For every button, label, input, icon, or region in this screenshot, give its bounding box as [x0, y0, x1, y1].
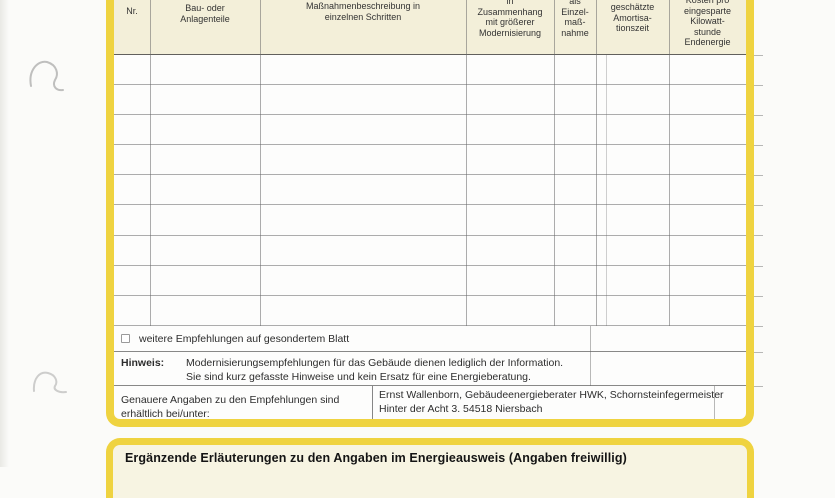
table-row — [114, 115, 746, 146]
scan-line-tick — [754, 235, 763, 236]
scan-line-tick — [754, 85, 763, 86]
column-separator — [554, 0, 555, 326]
note-label: Hinweis: — [121, 357, 165, 369]
column-header-bauteile: Bau- oder Anlagenteile — [180, 3, 230, 24]
details-row: Genauere Angaben zu den Empfehlungen sin… — [114, 386, 746, 420]
scan-artifact-line — [714, 386, 715, 419]
scan-line-tick — [754, 266, 763, 267]
scan-artifact-line — [606, 55, 607, 326]
details-label: Genauere Angaben zu den Empfehlungen sin… — [121, 394, 340, 420]
column-separator — [669, 0, 670, 326]
column-separator — [466, 0, 467, 326]
supplementary-section-title: Ergänzende Erläuterungen zu den Angaben … — [125, 451, 627, 465]
scan-artifact-line — [590, 326, 591, 386]
note-text: Modernisierungsempfehlungen für das Gebä… — [186, 357, 564, 383]
table-row — [114, 266, 746, 296]
scan-line-tick — [754, 386, 763, 387]
column-separator — [596, 0, 597, 326]
table-empty-rows — [114, 55, 746, 326]
column-header-zusammenhang: in Zusammenhang mit größerer Modernisier… — [477, 0, 543, 38]
table-row — [114, 85, 746, 116]
table-row — [114, 145, 746, 176]
column-header-nr: Nr. — [126, 6, 138, 16]
scanned-page: { "colors":{ "accent_yellow":"#efd340", … — [0, 0, 763, 498]
more-recommendations-row: weitere Empfehlungen auf gesondertem Bla… — [114, 326, 746, 352]
column-header-amortisationszeit: geschätzte Amortisa- tionszeit — [610, 2, 655, 33]
supplementary-section: Ergänzende Erläuterungen zu den Angaben … — [106, 438, 754, 498]
punch-hole-bottom-icon — [32, 371, 67, 394]
scan-line-tick — [754, 296, 763, 297]
scan-line-tick — [754, 145, 763, 146]
note-row: Hinweis: Modernisierungsempfehlungen für… — [114, 352, 746, 386]
scan-left-edge-shadow — [0, 0, 9, 467]
column-separator — [150, 0, 151, 326]
table-row — [114, 55, 746, 86]
scan-line-tick — [754, 175, 763, 176]
scan-line-tick — [754, 352, 763, 353]
column-header-einzelmassnahme: als Einzel- maß- nahme — [561, 0, 589, 38]
table-row — [114, 296, 746, 326]
punch-hole-top-icon — [29, 60, 64, 92]
column-header-kosten: Kosten pro eingesparte Kilowatt- stunde … — [683, 0, 732, 47]
punch-holes — [29, 60, 67, 394]
table-inner: Nr. Bau- oder Anlagenteile Maßnahmenbesc… — [114, 0, 746, 420]
more-recommendations-label: weitere Empfehlungen auf gesondertem Bla… — [139, 332, 350, 345]
table-row — [114, 236, 746, 266]
scan-line-tick — [754, 326, 763, 327]
column-header-massnahmen: Maßnahmenbeschreibung in einzelnen Schri… — [305, 1, 421, 22]
table-header-row: Nr. Bau- oder Anlagenteile Maßnahmenbesc… — [114, 0, 746, 55]
column-separator — [260, 0, 261, 326]
table-row — [114, 205, 746, 236]
contact-info: Ernst Wallenborn, Gebäudeenergieberater … — [379, 389, 724, 415]
scan-line-tick — [754, 115, 763, 116]
scan-line-tick — [754, 55, 763, 56]
table-row — [114, 175, 746, 206]
details-divider — [372, 386, 373, 419]
modernization-recommendations-table: Nr. Bau- oder Anlagenteile Maßnahmenbesc… — [106, 0, 754, 427]
scan-line-tick — [754, 205, 763, 206]
more-recommendations-checkbox[interactable] — [121, 334, 130, 343]
